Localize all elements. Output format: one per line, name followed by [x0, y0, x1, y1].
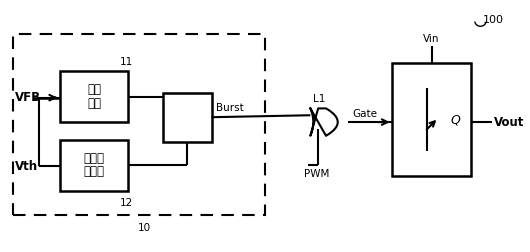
Text: L1: L1 — [313, 94, 325, 105]
Text: PWM: PWM — [304, 169, 329, 179]
Text: Q: Q — [450, 113, 460, 126]
Bar — [393, 64, 471, 176]
Bar — [163, 93, 211, 142]
Text: Gate: Gate — [352, 109, 377, 119]
Text: Vout: Vout — [494, 116, 525, 129]
Bar — [13, 34, 266, 215]
Text: VFB: VFB — [15, 91, 41, 104]
Text: 电路: 电路 — [87, 97, 101, 110]
Text: 比较: 比较 — [87, 83, 101, 96]
Bar — [60, 71, 128, 122]
Text: 节电路: 节电路 — [84, 166, 105, 178]
Text: 参数调: 参数调 — [84, 152, 105, 165]
Text: 100: 100 — [482, 15, 504, 24]
Bar — [60, 140, 128, 191]
Text: 12: 12 — [120, 198, 133, 208]
Text: 11: 11 — [120, 57, 133, 67]
Text: Burst: Burst — [216, 103, 244, 113]
Text: Vth: Vth — [15, 160, 38, 173]
Text: 10: 10 — [138, 223, 151, 233]
Text: Vin: Vin — [423, 34, 440, 44]
